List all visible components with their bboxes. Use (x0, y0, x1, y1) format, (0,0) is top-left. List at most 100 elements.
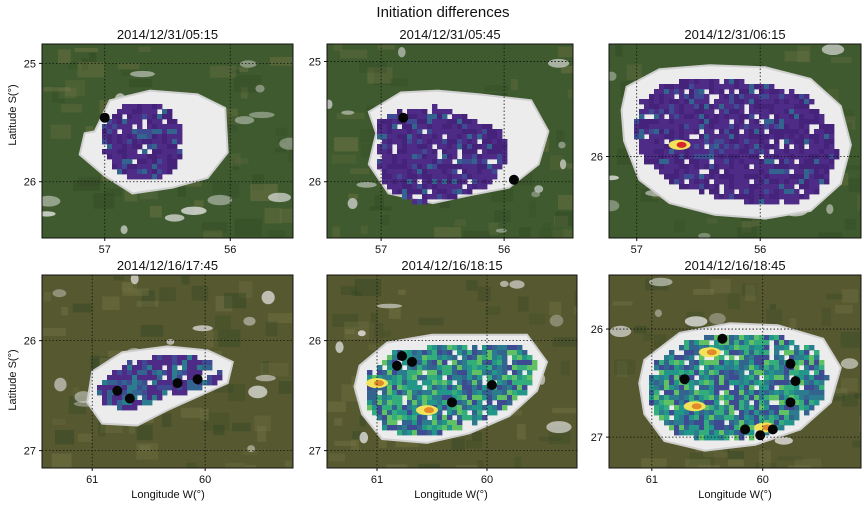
echo-cell (427, 380, 433, 386)
echo-cell (512, 375, 518, 381)
echo-cell (457, 350, 463, 356)
echo-cell (819, 169, 825, 175)
echo-cell (684, 134, 690, 140)
echo-cell (709, 129, 715, 135)
echo-cell (447, 139, 453, 145)
echo-cell (719, 370, 725, 376)
terrain-patch (477, 286, 491, 302)
echo-cell (427, 134, 433, 140)
echo-cell (794, 169, 800, 175)
echo-cell (127, 139, 133, 145)
echo-cell (809, 405, 815, 411)
echo-cell (684, 410, 690, 416)
echo-cell (392, 370, 398, 376)
initiation-dot (508, 174, 519, 185)
echo-cell (749, 194, 755, 200)
echo-cell (669, 159, 675, 165)
echo-cell (744, 94, 750, 100)
echo-cell (694, 370, 700, 376)
echo-cell (729, 184, 735, 190)
terrain-patch (616, 360, 628, 378)
panel-frame (41, 43, 294, 239)
terrain-patch (331, 154, 357, 164)
terrain-patch (351, 290, 362, 296)
echo-cell (152, 124, 158, 130)
echo-cell (759, 415, 765, 421)
echo-cell (679, 169, 685, 175)
echo-cell (779, 149, 785, 155)
echo-cell (724, 430, 730, 436)
terrain-patch (488, 222, 499, 235)
echo-cell (187, 385, 193, 391)
echo-cell (699, 154, 705, 160)
cloud-fleck (129, 70, 155, 78)
echo-cell (492, 134, 498, 140)
echo-cell (407, 395, 413, 401)
echo-cell (724, 350, 730, 356)
echo-cell (142, 164, 148, 170)
terrain-patch (827, 393, 845, 401)
echo-cell (714, 410, 720, 416)
echo-cell (729, 104, 735, 110)
echo-cell (829, 129, 835, 135)
echo-cell (749, 149, 755, 155)
echo-cell (759, 109, 765, 115)
echo-cell (442, 355, 448, 361)
terrain-patch (224, 293, 247, 309)
echo-cell (167, 119, 173, 125)
echo-cell (172, 129, 178, 135)
echo-cell (644, 139, 650, 145)
echo-cell (442, 119, 448, 125)
echo-cell (684, 425, 690, 431)
echo-cell (694, 360, 700, 366)
echo-cell (774, 199, 780, 205)
echo-cell (477, 129, 483, 135)
echo-cell (809, 144, 815, 150)
terrain-patch (550, 155, 563, 170)
echo-cell (172, 124, 178, 130)
echo-cell (487, 345, 493, 351)
echo-cell (704, 405, 710, 411)
echo-cell (714, 104, 720, 110)
echo-cell (447, 169, 453, 175)
cloud-fleck (774, 436, 793, 445)
echo-cell (387, 184, 393, 190)
echo-cell (799, 179, 805, 185)
echo-cell (809, 395, 815, 401)
echo-cell (382, 154, 388, 160)
echo-cell (437, 405, 443, 411)
echo-cell (137, 159, 143, 165)
echo-cell (477, 124, 483, 130)
terrain-patch (186, 462, 197, 468)
echo-cell (769, 94, 775, 100)
echo-cell (784, 179, 790, 185)
echo-cell (729, 159, 735, 165)
echo-cell (107, 124, 113, 130)
echo-cell (422, 415, 428, 421)
terrain-patch (759, 450, 771, 468)
echo-cell (412, 174, 418, 180)
echo-cell (734, 425, 740, 431)
echo-cell (492, 169, 498, 175)
echo-cell (382, 420, 388, 426)
echo-cell (117, 159, 123, 165)
echo-cell (704, 370, 710, 376)
echo-cell (759, 104, 765, 110)
echo-cell (167, 380, 173, 386)
echo-region (634, 79, 840, 205)
echo-cell (437, 365, 443, 371)
echo-cell (704, 380, 710, 386)
echo-cell (187, 375, 193, 381)
echo-cell (412, 370, 418, 376)
echo-cell (814, 365, 820, 371)
echo-cell (699, 410, 705, 416)
echo-cell (684, 355, 690, 361)
y-tick-label: 26 (591, 152, 603, 164)
echo-cell (497, 350, 503, 356)
echo-cell (157, 124, 163, 130)
echo-cell (207, 375, 213, 381)
echo-cell (699, 179, 705, 185)
